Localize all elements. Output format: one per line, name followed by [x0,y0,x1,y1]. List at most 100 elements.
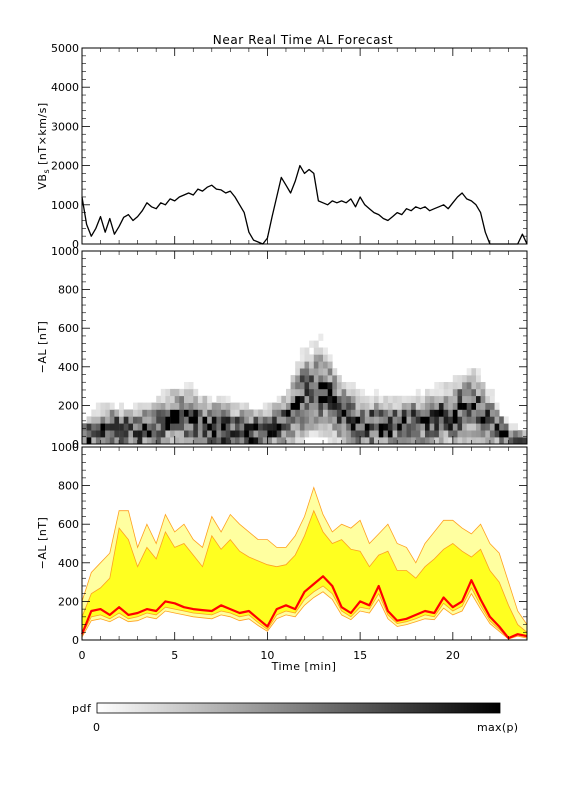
pdf-colorbar-gradient [96,702,501,714]
pdf-cell [225,409,231,417]
pdf-cell [508,430,514,438]
pdf-cell [397,402,403,410]
pdf-cell [193,430,199,438]
pdf-cell [188,402,194,410]
pdf-cell [304,395,310,403]
pdf-cell [216,416,222,424]
pdf-cell [489,402,495,410]
pdf-cell [406,437,412,445]
pdf-cell [489,423,495,431]
pdf-cell [397,395,403,403]
pdf-cell [258,409,263,417]
pdf-cell [485,409,491,417]
pdf-cell [146,430,152,438]
pdf-cell [281,402,287,410]
pdf-cell [485,395,491,403]
pdf-cell [109,402,115,410]
chart-title: Near Real Time AL Forecast [213,33,393,47]
pdf-cell [392,416,398,424]
pdf-cell [438,423,444,431]
pdf-cell [142,430,148,438]
pdf-cell [438,430,444,438]
pdf-cell [304,430,310,438]
pdf-cell [462,375,467,383]
pdf-cell [323,395,328,403]
pdf-cell [438,382,444,390]
pdf-cell [350,430,356,438]
pdf-cell [253,423,259,431]
pdf-cell [341,416,347,424]
pdf-cell [309,409,314,417]
vbs-axes: 0 1000 2000 3000 4000 5000 [51,42,528,251]
pdf-cell [387,395,393,403]
pdf-cell [318,347,324,355]
pdf-cell [123,430,129,438]
pdf-cell [448,430,454,438]
al-forecast-y-tick-label: 200 [58,595,79,608]
pdf-cell [290,437,296,445]
pdf-cell [197,395,203,403]
time-x-axis-label: Time [min] [271,660,337,673]
pdf-cell [374,430,379,438]
pdf-cell [299,382,305,390]
pdf-cell [360,402,365,410]
vbs-y-tick-label: 1000 [51,199,79,212]
pdf-cell [327,388,333,397]
pdf-cell [281,437,287,445]
pdf-cell [137,409,143,417]
pdf-cell [197,409,203,417]
pdf-cell [471,375,477,383]
pdf-cell [466,375,472,383]
pdf-cell [485,388,491,397]
pdf-cell [211,416,217,424]
pdf-cell [258,416,263,424]
pdf-cell [128,416,134,424]
pdf-cell [364,409,370,417]
pdf-cell [202,395,208,403]
pdf-cell [327,368,333,376]
pdf-cell [170,430,175,438]
pdf-cell [313,430,319,438]
pdf-cell [411,416,416,424]
pdf-cell [327,395,333,403]
pdf-cell [309,361,314,369]
pdf-cell [286,430,291,438]
pdf-cell [336,409,342,417]
pdf-cell [355,388,361,397]
pdf-cell [471,423,477,431]
pdf-cell [443,388,449,397]
pdf-cell [174,416,180,424]
pdf-cell [429,437,435,445]
pdf-cell [299,354,305,362]
pdf-cell [452,395,458,403]
pdf-cell [489,395,495,403]
pdf-cell [383,416,389,424]
pdf-cell [119,437,124,445]
pdf-cell [128,423,134,431]
al-pdf-axes: 0 200 400 600 800 1000 [51,245,528,451]
pdf-cell [401,430,407,438]
pdf-cell [248,437,254,445]
pdf-cell [448,382,454,390]
pdf-cell [425,430,430,438]
pdf-cell [346,437,352,445]
pdf-cell [188,437,194,445]
pdf-cell [434,423,440,431]
vbs-y-tick-label: 3000 [51,120,79,133]
pdf-cell [290,402,296,410]
pdf-cell [309,430,314,438]
pdf-cell [221,402,226,410]
pdf-cell [170,402,175,410]
pdf-cell [109,423,115,431]
pdf-cell [142,402,148,410]
pdf-cell [434,416,440,424]
pdf-cell [406,409,412,417]
pdf-cell [276,395,282,403]
pdf-cell [466,395,472,403]
pdf-cell [448,395,454,403]
pdf-cell [142,409,148,417]
pdf-cell [253,437,259,445]
pdf-cell [489,409,495,417]
pdf-cell [387,430,393,438]
pdf-cell [160,423,166,431]
